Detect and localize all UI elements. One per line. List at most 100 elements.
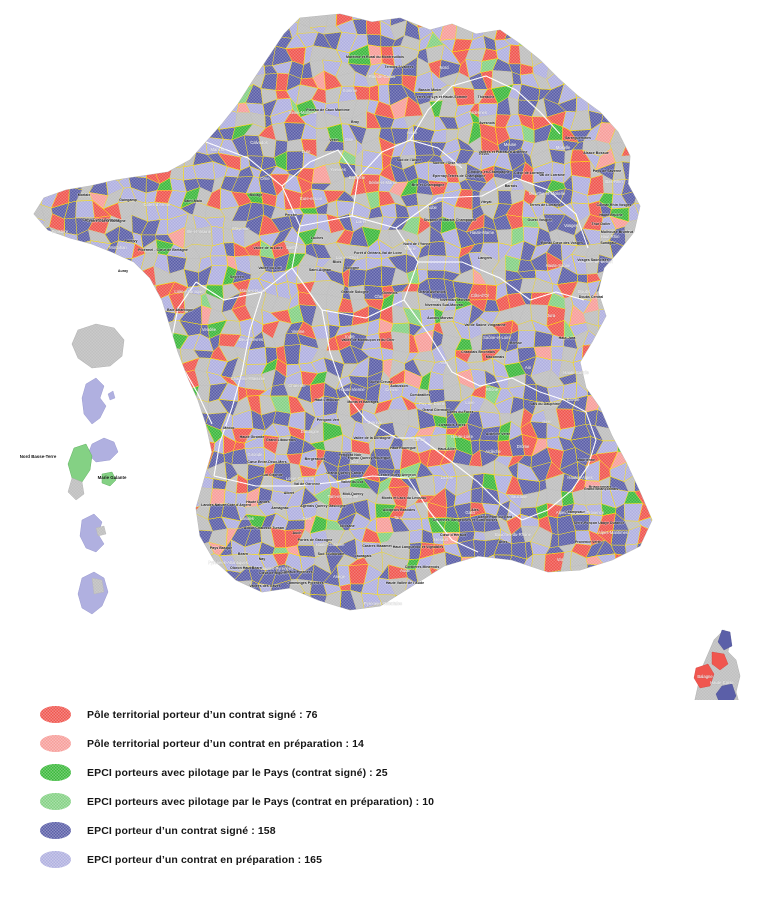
territory-cell-texture — [258, 565, 279, 586]
territory-cell-texture — [473, 531, 486, 541]
territory-cell-pole-signe — [64, 22, 82, 42]
territory-cell-texture — [226, 25, 241, 34]
territory-cell-texture — [506, 330, 519, 352]
territory-cell-texture — [558, 530, 576, 547]
territory-cell-texture — [505, 270, 523, 282]
territory-cell-texture — [622, 384, 639, 402]
territory-cell-texture — [298, 344, 319, 365]
territory-cell-texture — [651, 176, 652, 196]
territory-cell-texture — [571, 514, 590, 531]
territory-cell-texture — [131, 529, 149, 548]
territory-cell-epci-preparation — [245, 45, 265, 67]
territory-cell-texture — [414, 71, 434, 93]
territory-cell-none — [62, 151, 84, 165]
territory-cell-epci-signe — [34, 333, 45, 354]
territory-label: Briançonnais — [589, 485, 612, 489]
territory-cell-texture — [220, 188, 240, 210]
territory-cell-texture — [635, 464, 652, 483]
territory-cell-texture — [648, 164, 652, 180]
territory-cell-epci-preparation — [647, 488, 652, 507]
territory-cell-texture — [106, 285, 116, 296]
territory-cell-texture — [205, 216, 225, 228]
territory-cell-texture — [286, 151, 304, 171]
territory-cell-none — [587, 89, 604, 100]
territory-cell-texture — [613, 513, 629, 531]
territory-cell-texture — [170, 398, 184, 418]
territory-cell-pole-signe — [181, 595, 200, 609]
territory-cell-texture — [479, 311, 500, 325]
territory-cell-texture — [428, 389, 445, 404]
territory-cell-texture — [335, 375, 352, 390]
territory-cell-none — [122, 45, 136, 66]
territory-cell-texture — [143, 411, 161, 429]
territory-cell-texture — [590, 436, 604, 456]
territory-cell-epci-preparation — [91, 22, 111, 39]
territory-cell-texture — [140, 386, 159, 405]
territory-cell-texture — [454, 111, 474, 130]
territory-cell-texture — [322, 267, 345, 286]
territory-cell-epci-signe — [37, 50, 59, 63]
territory-cell-texture — [431, 426, 447, 436]
territory-cell-texture — [517, 594, 534, 608]
territory-cell-texture — [145, 307, 161, 326]
territory-cell-pole-signe — [133, 335, 148, 352]
territory-cell-texture — [127, 85, 148, 103]
territory-cell-texture — [635, 216, 652, 234]
territory-cell-pole-signe — [34, 500, 43, 518]
territory-cell-none — [183, 542, 202, 561]
territory-cell-epci-signe — [103, 293, 118, 310]
territory-cell-none — [35, 19, 59, 36]
territory-cell-none — [77, 56, 98, 80]
territory-cell-texture — [597, 530, 613, 546]
territory-cell-texture — [37, 88, 52, 105]
territory-cell-none — [569, 564, 588, 586]
territory-cell-texture — [64, 242, 78, 261]
territory-cell-none — [634, 73, 652, 92]
territory-cell-texture — [648, 24, 652, 37]
department-label: Côtes-d’Armor — [144, 202, 172, 207]
territory-cell-texture — [348, 268, 367, 288]
territory-cell-epci-preparation — [34, 99, 41, 119]
territory-cell-none — [133, 409, 149, 429]
territory-cell-texture — [259, 214, 280, 236]
territory-cell-epci-pays-signe — [180, 75, 197, 92]
territory-cell-pole-signe — [656, 241, 667, 257]
territory-cell-texture — [102, 102, 124, 117]
territory-cell-epci-preparation — [115, 71, 134, 91]
territory-cell-epci-preparation — [142, 129, 156, 140]
territory-cell-texture — [517, 478, 540, 496]
territory-cell-epci-preparation — [88, 154, 111, 171]
territory-cell-texture — [258, 174, 277, 196]
territory-cell-texture — [157, 541, 175, 558]
territory-cell-texture — [400, 447, 421, 470]
territory-cell-texture — [264, 447, 276, 468]
department-label: Haute-Saône — [546, 263, 571, 268]
territory-cell-none — [114, 569, 133, 584]
territory-cell-texture — [218, 88, 239, 104]
territory-cell-epci-preparation — [101, 422, 124, 440]
territory-label: Plateau de Caux Maritime — [306, 108, 350, 112]
territory-cell-texture — [403, 307, 423, 327]
territory-cell-texture — [140, 291, 158, 310]
territory-cell-texture — [400, 193, 419, 207]
territory-cell-epci-preparation — [154, 499, 175, 518]
territory-cell-texture — [325, 541, 345, 555]
territory-label: Haut Languedoc et Vignobles — [393, 545, 443, 549]
territory-cell-texture — [130, 454, 143, 468]
territory-cell-epci-signe — [568, 605, 588, 610]
territory-cell-epci-signe — [209, 21, 228, 40]
territory-cell-texture — [530, 14, 552, 23]
territory-cell-texture — [543, 214, 566, 233]
territory-cell-texture — [231, 123, 254, 140]
territory-cell-texture — [491, 84, 514, 104]
territory-cell-texture — [312, 243, 332, 259]
territory-cell-texture — [413, 125, 435, 143]
territory-cell-texture — [465, 581, 487, 599]
territory-cell-texture — [497, 567, 508, 586]
territory-cell-texture — [140, 360, 162, 378]
territory-cell-epci-signe — [627, 127, 643, 142]
territory-label: Haut-Allier — [438, 447, 457, 451]
territory-cell-texture — [523, 226, 540, 247]
territory-cell-texture — [497, 490, 511, 505]
territory-cell-texture — [55, 163, 69, 183]
